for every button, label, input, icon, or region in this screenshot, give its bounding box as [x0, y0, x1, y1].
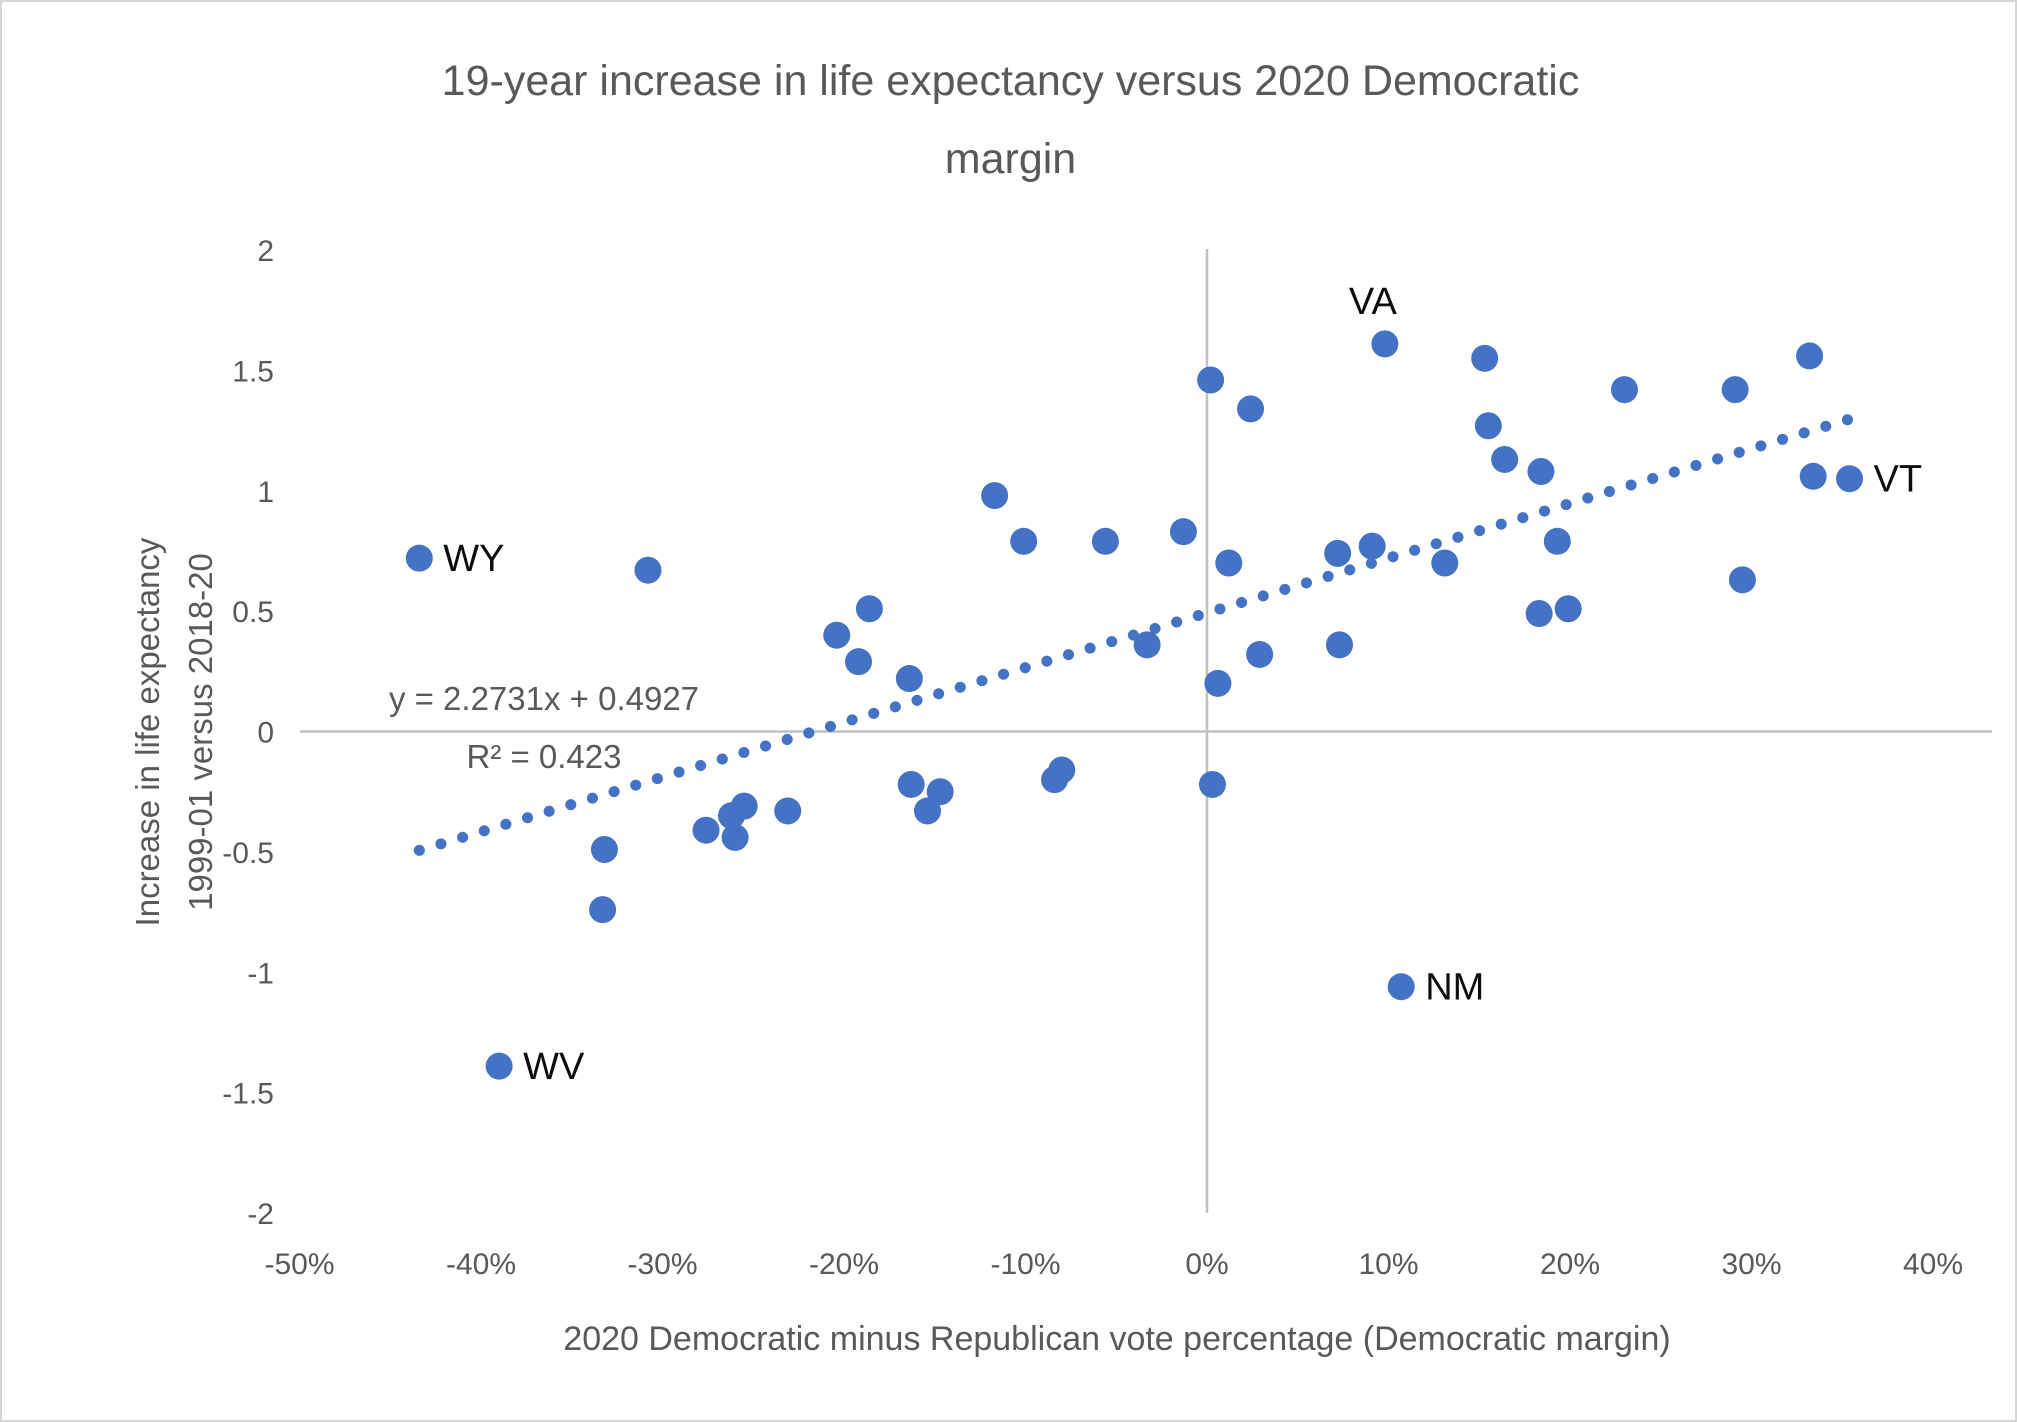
data-point	[1474, 412, 1502, 440]
data-point	[1799, 462, 1827, 490]
data-point	[1048, 756, 1076, 784]
data-point	[1133, 631, 1161, 659]
chart-title-line-1: 19-year increase in life expectancy vers…	[441, 57, 1580, 105]
data-point	[1198, 770, 1226, 798]
data-point	[1527, 457, 1555, 485]
data-point	[913, 797, 941, 825]
data-point	[895, 665, 923, 693]
data-point	[1197, 366, 1225, 394]
x-tick-label: -10%	[990, 1248, 1060, 1281]
data-point	[1610, 376, 1638, 404]
data-point	[1091, 527, 1119, 555]
data-point	[1387, 973, 1415, 1001]
x-tick-label: 40%	[1903, 1248, 1963, 1281]
data-point	[1554, 595, 1582, 623]
x-tick-label: -50%	[264, 1248, 334, 1281]
point-label-WV: WV	[523, 1046, 585, 1088]
x-axis-title: 2020 Democratic minus Republican vote pe…	[563, 1320, 1671, 1358]
point-label-VT: VT	[1874, 459, 1923, 501]
data-point	[730, 792, 758, 820]
data-point	[1836, 465, 1864, 493]
data-point	[897, 770, 925, 798]
y-tick-label: 1.5	[232, 355, 274, 388]
x-tick-label: -20%	[809, 1248, 879, 1281]
data-point	[1431, 549, 1459, 577]
trendline-equation-text: y = 2.2731x + 0.4927	[388, 680, 700, 717]
data-point	[1525, 600, 1553, 628]
data-point	[634, 556, 662, 584]
data-point	[1371, 330, 1399, 358]
data-point	[1796, 342, 1824, 370]
x-tick-label: 30%	[1721, 1248, 1781, 1281]
y-tick-label: 1	[257, 476, 274, 509]
data-point	[1491, 445, 1519, 473]
data-point	[590, 835, 618, 863]
data-point	[855, 595, 883, 623]
data-point	[1471, 344, 1499, 372]
data-point	[1721, 376, 1749, 404]
data-point	[823, 621, 851, 649]
point-label-VA: VA	[1349, 281, 1398, 323]
x-tick-label: 10%	[1358, 1248, 1418, 1281]
point-label-WY: WY	[443, 538, 504, 580]
y-tick-label: -1.5	[222, 1078, 274, 1111]
data-point	[1204, 669, 1232, 697]
trendline	[413, 413, 1856, 856]
y-tick-label: -2	[247, 1198, 274, 1231]
data-point	[774, 797, 802, 825]
y-tick-label: 0.5	[232, 596, 274, 629]
x-tick-label: 0%	[1185, 1248, 1228, 1281]
x-tick-label: -30%	[627, 1248, 697, 1281]
data-point	[589, 896, 617, 924]
y-tick-label: 0	[257, 717, 274, 750]
data-point	[1246, 640, 1274, 668]
chart-title-line-2: margin	[944, 135, 1077, 183]
data-point	[721, 823, 749, 851]
y-tick-label: -0.5	[222, 837, 274, 870]
data-point	[1169, 518, 1197, 546]
data-point	[1237, 395, 1265, 423]
y-tick-label: 2	[257, 235, 274, 268]
data-point	[1543, 527, 1571, 555]
data-point	[405, 544, 433, 572]
y-tick-label: -1	[247, 957, 274, 990]
x-tick-label: -40%	[446, 1248, 516, 1281]
point-label-NM: NM	[1425, 967, 1484, 1009]
data-point	[1324, 539, 1352, 567]
data-point	[1358, 532, 1386, 560]
data-point	[981, 482, 1009, 510]
data-point	[1728, 566, 1756, 594]
chart-title: 19-year increase in life expectancy vers…	[2, 42, 2015, 198]
data-point	[1325, 631, 1353, 659]
trendline-r-squared: R² = 0.423	[466, 738, 622, 775]
x-tick-label: 20%	[1540, 1248, 1600, 1281]
data-point	[926, 778, 954, 806]
data-point	[485, 1052, 513, 1080]
data-point	[1010, 527, 1038, 555]
data-point	[692, 816, 720, 844]
trendline-equation: y = 2.2731x + 0.4927 R² = 0.423	[298, 670, 790, 786]
data-point	[1215, 549, 1243, 577]
data-point	[845, 648, 873, 676]
